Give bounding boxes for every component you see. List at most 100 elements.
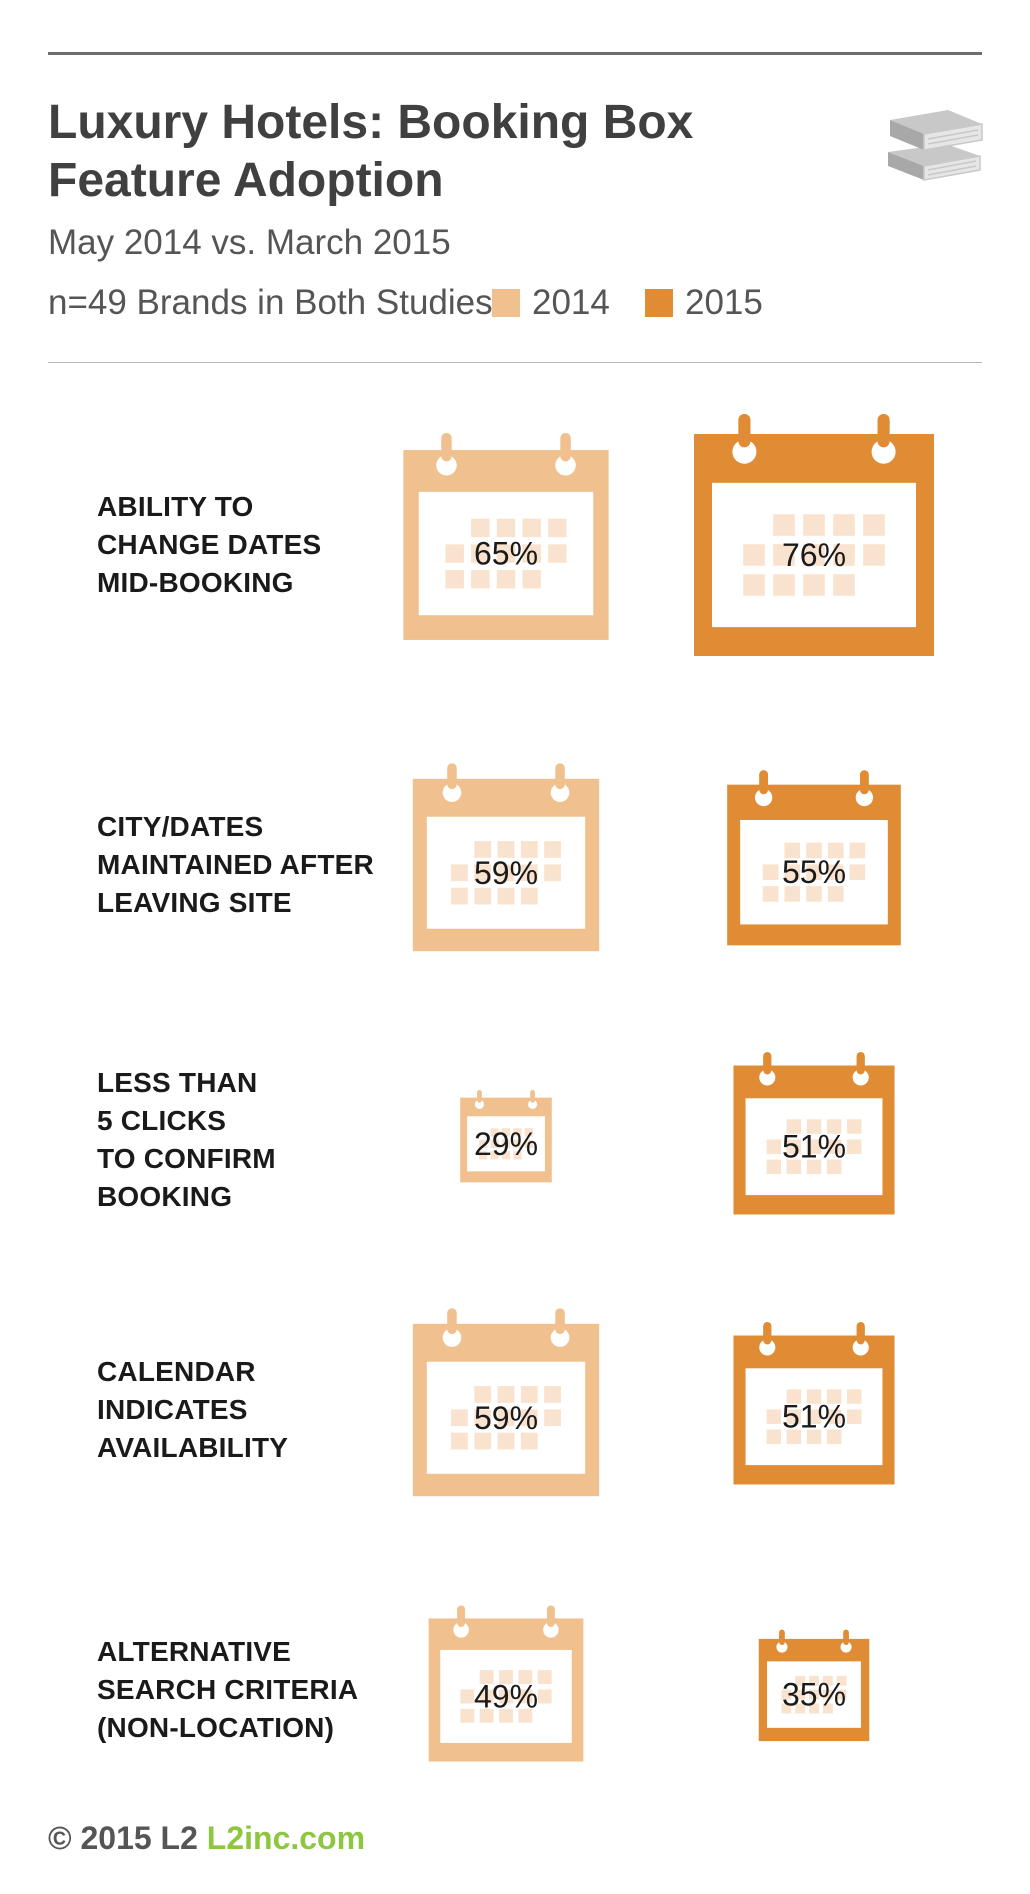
legend-label-2014: 2014 bbox=[532, 283, 610, 322]
calendar-day bbox=[451, 864, 468, 882]
calendar-ring bbox=[856, 1052, 865, 1075]
row-label-line: (NON-LOCATION) bbox=[97, 1712, 335, 1743]
footer-credit: © 2015 L2 L2inc.com bbox=[48, 1818, 365, 1858]
calendar-day bbox=[520, 864, 538, 882]
calendar-day bbox=[479, 1689, 494, 1704]
calendar-day bbox=[474, 841, 492, 858]
calendar-day bbox=[786, 1389, 802, 1404]
calendar-2015-1: 76% bbox=[694, 414, 934, 656]
calendar-day bbox=[806, 1159, 822, 1175]
calendar-day bbox=[743, 574, 765, 596]
row-label-line: CHANGE DATES bbox=[97, 529, 322, 560]
calendar-day bbox=[863, 544, 885, 566]
calendar-day bbox=[806, 864, 822, 881]
calendar-day bbox=[474, 1432, 492, 1450]
calendar-day bbox=[537, 1670, 552, 1685]
row-label-line: TO CONFIRM bbox=[97, 1143, 276, 1174]
calendar-day bbox=[826, 1389, 842, 1404]
calendar-day bbox=[524, 1139, 534, 1148]
calendar-ring bbox=[447, 1308, 457, 1335]
calendar-day bbox=[784, 886, 801, 902]
calendar-ring-hole bbox=[754, 788, 773, 807]
calendar-day bbox=[471, 569, 490, 589]
value-label: 51% bbox=[782, 1129, 846, 1165]
chart-title: Luxury Hotels: Booking Box Feature Adopt… bbox=[48, 94, 768, 210]
row-label-line: SEARCH CRITERIA bbox=[97, 1674, 359, 1705]
calendar-day bbox=[544, 1409, 561, 1427]
calendar-day bbox=[826, 1119, 842, 1134]
calendar-ring-hole bbox=[840, 1641, 852, 1653]
calendar-day bbox=[806, 1409, 822, 1424]
calendar-2015-2: 55% bbox=[727, 770, 901, 946]
calendar-day bbox=[513, 1139, 522, 1148]
calendar-day bbox=[809, 1703, 819, 1714]
calendar-day bbox=[781, 1703, 792, 1714]
calendar-day bbox=[786, 1159, 802, 1175]
calendar-day bbox=[847, 1119, 862, 1134]
calendar-day bbox=[781, 1689, 792, 1700]
calendar-day bbox=[445, 544, 464, 563]
calendar-day bbox=[822, 1703, 833, 1714]
calendar-ring-hole bbox=[871, 439, 896, 464]
calendar-day bbox=[520, 1432, 538, 1450]
calendar-ring bbox=[763, 1322, 772, 1345]
calendar-day bbox=[478, 1139, 488, 1148]
calendar-day bbox=[786, 1139, 802, 1154]
calendar-2014-2: 59% bbox=[412, 763, 600, 952]
value-label: 65% bbox=[474, 536, 538, 572]
value-label: 29% bbox=[474, 1126, 538, 1162]
row-label-line: LEAVING SITE bbox=[97, 887, 292, 918]
calendar-ring bbox=[547, 1605, 555, 1628]
calendar-day bbox=[524, 1128, 534, 1137]
calendar-ring-hole bbox=[453, 1622, 469, 1638]
calendar-2015-4: 51% bbox=[733, 1322, 895, 1485]
calendar-day bbox=[773, 574, 795, 596]
calendar-day bbox=[460, 1689, 475, 1704]
calendar-day bbox=[499, 1670, 513, 1685]
calendar-day bbox=[497, 864, 515, 882]
legend-swatch-2014 bbox=[492, 289, 520, 317]
calendar-day bbox=[497, 1432, 515, 1450]
calendar-ring-hole bbox=[732, 439, 757, 464]
sample-size-note: n=49 Brands in Both Studies bbox=[48, 283, 493, 322]
value-label: 51% bbox=[782, 1399, 846, 1435]
footer-url: L2inc.com bbox=[206, 1820, 366, 1856]
calendar-day bbox=[490, 1139, 499, 1148]
calendar-day bbox=[786, 1429, 802, 1445]
calendar-ring-hole bbox=[543, 1622, 559, 1638]
calendar-day bbox=[773, 544, 795, 566]
calendar-ring-hole bbox=[759, 1339, 776, 1356]
row-label-line: 5 CLICKS bbox=[97, 1105, 227, 1136]
calendar-day bbox=[784, 842, 801, 859]
calendar-day bbox=[496, 518, 516, 538]
calendar-day bbox=[806, 886, 822, 902]
row-label-line: LESS THAN bbox=[97, 1067, 258, 1098]
calendar-day bbox=[499, 1689, 513, 1704]
calendar-ring-hole bbox=[436, 454, 457, 476]
calendar-ring bbox=[530, 1090, 535, 1103]
chart-subtitle: May 2014 vs. March 2015 bbox=[48, 223, 451, 262]
calendar-day bbox=[847, 1139, 862, 1154]
calendar-day bbox=[773, 514, 795, 536]
calendar-ring bbox=[441, 432, 452, 462]
calendar-ring-hole bbox=[555, 454, 576, 476]
calendar-day bbox=[826, 1429, 842, 1445]
row-label-line: CITY/DATES bbox=[97, 811, 264, 842]
calendar-day bbox=[520, 1386, 538, 1403]
calendar-day bbox=[786, 1409, 802, 1424]
row-label-4: CALENDAR INDICATES AVAILABILITY bbox=[97, 1353, 397, 1467]
calendar-day bbox=[833, 514, 855, 536]
row-label-line: MID-BOOKING bbox=[97, 567, 294, 598]
row-label-line: BOOKING bbox=[97, 1181, 233, 1212]
calendar-day bbox=[544, 841, 561, 858]
value-label: 59% bbox=[474, 855, 538, 891]
calendar-day bbox=[496, 544, 516, 563]
calendar-day bbox=[451, 887, 468, 905]
calendar-day bbox=[826, 1139, 842, 1154]
row-label-line: MAINTAINED AFTER bbox=[97, 849, 374, 880]
calendar-ring-hole bbox=[759, 1069, 776, 1086]
calendar-day bbox=[766, 1409, 781, 1424]
row-label-line: ABILITY TO bbox=[97, 491, 254, 522]
calendar-day bbox=[537, 1689, 552, 1704]
row-label-line: AVAILABILITY bbox=[97, 1432, 289, 1463]
